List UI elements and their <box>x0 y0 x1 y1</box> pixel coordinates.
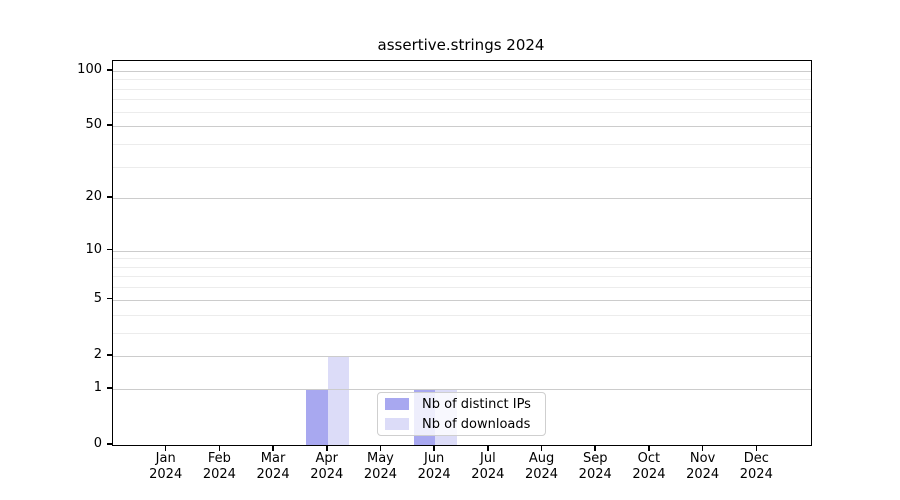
y-tick-mark <box>107 297 113 300</box>
gridline-y-100 <box>113 70 811 72</box>
bar-downloads-apr <box>327 355 350 445</box>
y-tick-label-50: 50 <box>85 117 102 133</box>
bar-distinct-ips-apr <box>306 388 328 445</box>
x-tick-label-jan-2024: Jan 2024 <box>149 451 183 482</box>
gridline-y-30 <box>113 166 811 168</box>
gridline-y-90 <box>113 79 811 81</box>
x-tick-label-feb-2024: Feb 2024 <box>202 451 236 482</box>
x-tick-label-may-2024: May 2024 <box>363 451 397 482</box>
gridline-y-2 <box>113 355 811 357</box>
x-tick-mark <box>648 445 650 451</box>
x-tick-mark <box>326 445 328 451</box>
y-tick-label-5: 5 <box>93 290 102 306</box>
gridline-y-5 <box>113 299 811 301</box>
chart-title: assertive.strings 2024 <box>377 36 545 54</box>
y-tick-label-100: 100 <box>77 61 102 77</box>
gridline-y-80 <box>113 88 811 90</box>
legend: Nb of distinct IPs Nb of downloads <box>377 392 546 436</box>
x-tick-label-oct-2024: Oct 2024 <box>632 451 666 482</box>
x-tick-label-sep-2024: Sep 2024 <box>578 451 612 482</box>
gridline-y-8 <box>113 266 811 268</box>
x-tick-mark <box>433 445 435 451</box>
y-tick-label-1: 1 <box>93 379 102 395</box>
legend-label-downloads: Nb of downloads <box>422 416 531 432</box>
gridline-y-6 <box>113 287 811 289</box>
x-tick-label-dec-2024: Dec 2024 <box>739 451 773 482</box>
x-tick-mark <box>164 445 167 451</box>
legend-row-downloads: Nb of downloads <box>385 417 545 432</box>
y-tick-mark <box>107 124 113 126</box>
x-tick-label-jun-2024: Jun 2024 <box>417 451 451 482</box>
gridline-y-40 <box>113 143 811 145</box>
x-tick-mark <box>487 445 489 451</box>
x-tick-label-mar-2024: Mar 2024 <box>256 451 290 482</box>
gridline-y-50 <box>113 126 811 128</box>
gridline-y-70 <box>113 99 811 101</box>
y-tick-label-2: 2 <box>93 346 102 362</box>
x-tick-mark <box>540 445 543 451</box>
x-tick-mark <box>755 445 758 451</box>
x-tick-mark <box>272 445 274 451</box>
y-tick-label-20: 20 <box>85 189 102 205</box>
x-tick-mark <box>218 445 221 451</box>
x-tick-label-apr-2024: Apr 2024 <box>310 451 344 482</box>
y-tick-mark <box>107 69 113 71</box>
x-tick-mark <box>594 445 596 451</box>
gridline-y-7 <box>113 276 811 278</box>
x-tick-mark <box>701 445 704 451</box>
y-tick-mark <box>107 354 113 356</box>
x-tick-mark <box>379 445 382 451</box>
gridline-y-4 <box>113 314 811 316</box>
plot-area <box>112 60 812 446</box>
distinct-ips-swatch-icon <box>385 398 409 410</box>
y-tick-mark <box>107 387 113 389</box>
y-tick-label-10: 10 <box>85 241 102 257</box>
x-tick-label-aug-2024: Aug 2024 <box>524 451 559 482</box>
y-tick-mark <box>107 248 113 251</box>
downloads-swatch-icon <box>385 418 409 430</box>
gridline-y-10 <box>113 250 811 252</box>
legend-row-distinct-ips: Nb of distinct IPs <box>385 397 545 412</box>
gridline-y-9 <box>113 258 811 260</box>
gridline-y-3 <box>113 332 811 334</box>
y-tick-mark <box>107 443 113 445</box>
y-tick-label-0: 0 <box>93 436 102 451</box>
gridline-y-20 <box>113 198 811 200</box>
y-tick-mark <box>107 196 113 198</box>
x-tick-label-nov-2024: Nov 2024 <box>686 451 720 482</box>
gridline-y-1 <box>113 388 811 390</box>
x-tick-label-jul-2024: Jul 2024 <box>471 451 505 482</box>
legend-label-distinct-ips: Nb of distinct IPs <box>422 396 531 412</box>
gridline-y-60 <box>113 111 811 113</box>
